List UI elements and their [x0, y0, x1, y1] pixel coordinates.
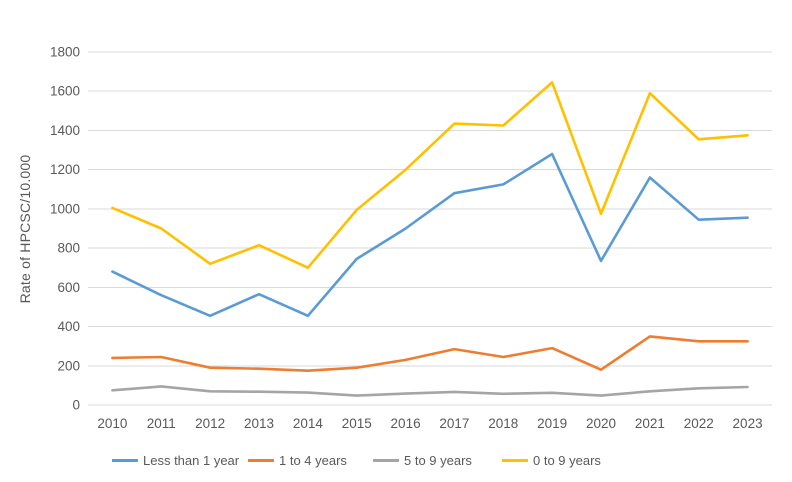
y-tick-label: 1400 [50, 123, 80, 138]
gridlines [88, 51, 772, 406]
y-tick-label: 400 [57, 319, 80, 334]
legend-label: 0 to 9 years [533, 453, 601, 468]
legend-item-1-to-4-years: 1 to 4 years [248, 453, 347, 468]
x-tick-label: 2016 [391, 416, 421, 431]
x-tick-label: 2014 [293, 416, 324, 431]
y-tick-label: 0 [72, 398, 80, 413]
series-lines [111, 81, 749, 397]
x-tick-label: 2011 [147, 416, 176, 431]
legend-label: Less than 1 year [143, 453, 240, 468]
legend-item-less-than-1-year: Less than 1 year [112, 453, 240, 468]
series-line-1-to-4-years [111, 335, 749, 373]
y-tick-label: 800 [57, 241, 80, 256]
x-tick-label: 2019 [537, 416, 567, 431]
x-tick-label: 2012 [195, 416, 225, 431]
y-axis-title: Rate of HPCSC/10.000 [17, 154, 33, 304]
y-tick-label: 1600 [50, 84, 80, 99]
x-tick-label: 2020 [586, 416, 616, 431]
x-tick-label: 2013 [244, 416, 274, 431]
series-line-5-to-9-years [111, 385, 749, 397]
x-tick-label: 2018 [488, 416, 518, 431]
x-tick-label: 2022 [684, 416, 714, 431]
y-tick-label: 200 [57, 358, 80, 373]
legend-label: 1 to 4 years [279, 453, 347, 468]
x-tick-label: 2015 [342, 416, 372, 431]
x-tick-label: 2023 [733, 416, 763, 431]
legend-label: 5 to 9 years [404, 453, 472, 468]
y-tick-label: 600 [57, 280, 80, 295]
x-axis-tick-labels: 2010 2011 2012 2013 2014 2015 2016 2017 2018 2019… [97, 416, 762, 431]
legend-item-0-to-9-years: 0 to 9 years [502, 453, 601, 468]
series-line-less-than-1-year [111, 152, 749, 318]
y-axis-tick-labels: 0 200 400 600 800 1000 1200 1400 1600 1800 [50, 45, 80, 413]
y-tick-label: 1800 [50, 45, 80, 60]
x-tick-label: 2021 [635, 416, 665, 431]
x-tick-label: 2017 [439, 416, 469, 431]
legend-item-5-to-9-years: 5 to 9 years [373, 453, 472, 468]
y-tick-label: 1000 [50, 201, 80, 216]
x-tick-label: 2010 [97, 416, 127, 431]
series-line-0-to-9-years [111, 81, 749, 270]
chart-legend: Less than 1 year 1 to 4 years 5 to 9 years… [112, 453, 601, 468]
y-tick-label: 1200 [50, 162, 80, 177]
